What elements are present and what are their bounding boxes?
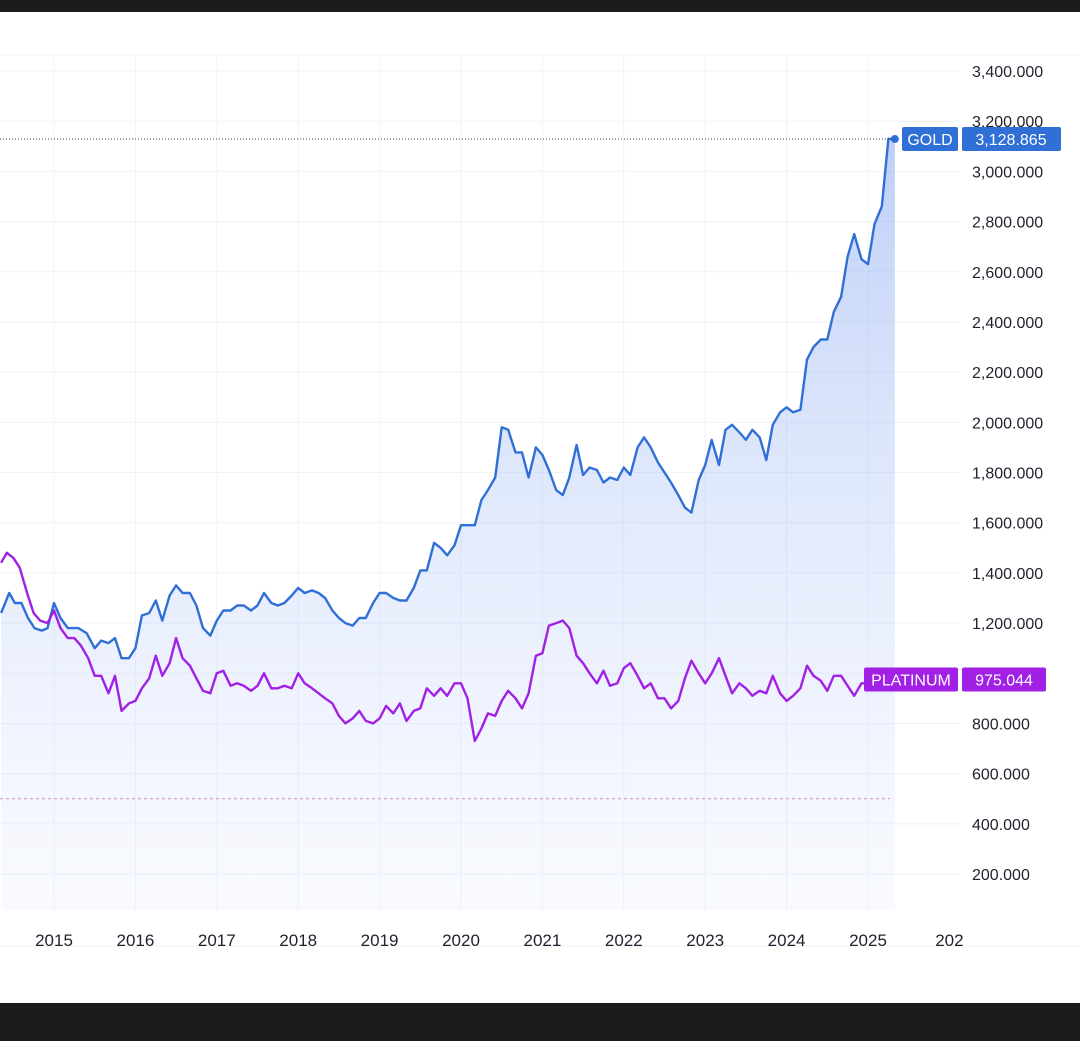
y-tick-label: 1,600.000 — [972, 516, 1043, 533]
x-tick-label: 2024 — [768, 931, 806, 950]
x-tick-label: 2025 — [849, 931, 887, 950]
chart-card: 200.000400.000600.000800.0001,000.0001,2… — [0, 12, 1080, 1003]
gold-last-point — [890, 135, 899, 144]
platinum-name-label: PLATINUM — [871, 673, 951, 690]
price-chart[interactable]: 200.000400.000600.000800.0001,000.0001,2… — [0, 12, 1080, 1003]
x-tick-label: 2015 — [35, 931, 73, 950]
gold-series-line — [0, 137, 895, 660]
y-tick-label: 400.000 — [972, 817, 1030, 834]
y-tick-label: 3,200.000 — [972, 114, 1043, 131]
x-tick-label: 2023 — [686, 931, 724, 950]
platinum-name-tag — [864, 667, 958, 692]
y-tick-label: 2,200.000 — [972, 365, 1043, 382]
y-tick-label: 600.000 — [972, 767, 1030, 784]
x-tick-label: 2022 — [605, 931, 643, 950]
y-tick-label: 1,400.000 — [972, 566, 1043, 583]
x-axis: 2015 2016 2017 2018 2019 2020 2021 2022 2023 2024… — [35, 931, 964, 950]
x-tick-label: 2021 — [523, 931, 561, 950]
x-tick-label: 202 — [935, 931, 963, 950]
y-tick-label: 200.000 — [972, 867, 1030, 884]
x-tick-label: 2016 — [116, 931, 154, 950]
platinum-value-tag — [962, 667, 1046, 692]
y-axis: 200.000400.000600.000800.0001,000.0001,2… — [972, 64, 1043, 884]
y-tick-label: 800.000 — [972, 716, 1030, 733]
value-tags: GOLD 3,128.865 PLATINUM 975.044 — [864, 127, 1061, 692]
y-tick-label: 2,000.000 — [972, 415, 1043, 432]
y-tick-label: 1,800.000 — [972, 466, 1043, 483]
reference-lines — [0, 138, 895, 800]
y-tick-label: 3,400.000 — [972, 64, 1043, 81]
x-tick-label: 2020 — [442, 931, 480, 950]
y-tick-label: 2,400.000 — [972, 315, 1043, 332]
x-tick-label: 2019 — [361, 931, 399, 950]
platinum-series-line — [0, 551, 889, 743]
gold-name-tag — [902, 127, 958, 152]
top-letterbox — [0, 0, 1080, 12]
gold-name-label: GOLD — [907, 132, 952, 149]
gold-value-label: 3,128.865 — [975, 132, 1046, 149]
gold-area — [1, 138, 895, 911]
gold-value-tag — [962, 127, 1061, 152]
series-lines — [0, 135, 899, 743]
x-tick-label: 2018 — [279, 931, 317, 950]
y-tick-label: 2,600.000 — [972, 265, 1043, 282]
y-tick-label: 3,000.000 — [972, 164, 1043, 181]
bottom-letterbox — [0, 1003, 1080, 1041]
gold-area-fill — [1, 138, 895, 911]
y-tick-label: 2,800.000 — [972, 215, 1043, 232]
platinum-value-label: 975.044 — [975, 673, 1033, 690]
x-tick-label: 2017 — [198, 931, 236, 950]
y-tick-label: 1,200.000 — [972, 616, 1043, 633]
